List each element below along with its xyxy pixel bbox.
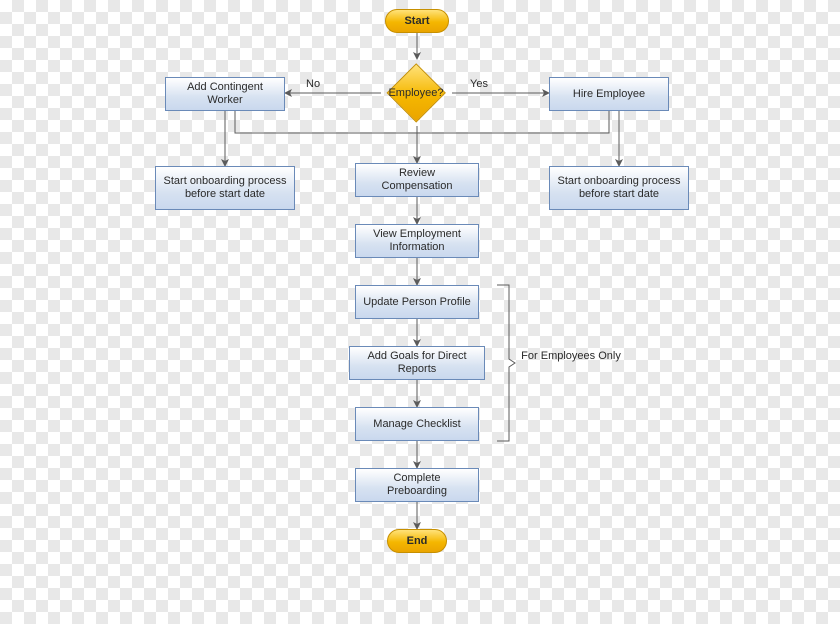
- node-review_comp: Review Compensation: [355, 163, 479, 197]
- node-manage_ck: Manage Checklist: [355, 407, 479, 441]
- flowchart-canvas: Start Employee? Add Contingent Worker Hire …: [0, 0, 840, 624]
- bracket-label: For Employees Only: [516, 350, 626, 362]
- node-upd_profile: Update Person Profile: [355, 285, 479, 319]
- edge-label-no: No: [306, 78, 320, 90]
- node-label-decision: Employee?: [386, 63, 446, 123]
- node-onb_right: Start onboarding process before start da…: [549, 166, 689, 210]
- node-end: End: [387, 529, 447, 553]
- node-onb_left: Start onboarding process before start da…: [155, 166, 295, 210]
- node-add_goals: Add Goals for Direct Reports: [349, 346, 485, 380]
- node-start: Start: [385, 9, 449, 33]
- node-add_cw: Add Contingent Worker: [165, 77, 285, 111]
- node-complete_pb: Complete Preboarding: [355, 468, 479, 502]
- node-hire: Hire Employee: [549, 77, 669, 111]
- node-decision: Employee?: [395, 72, 437, 114]
- node-view_emp: View Employment Information: [355, 224, 479, 258]
- edge-label-yes: Yes: [470, 78, 488, 90]
- bracket: [497, 285, 515, 441]
